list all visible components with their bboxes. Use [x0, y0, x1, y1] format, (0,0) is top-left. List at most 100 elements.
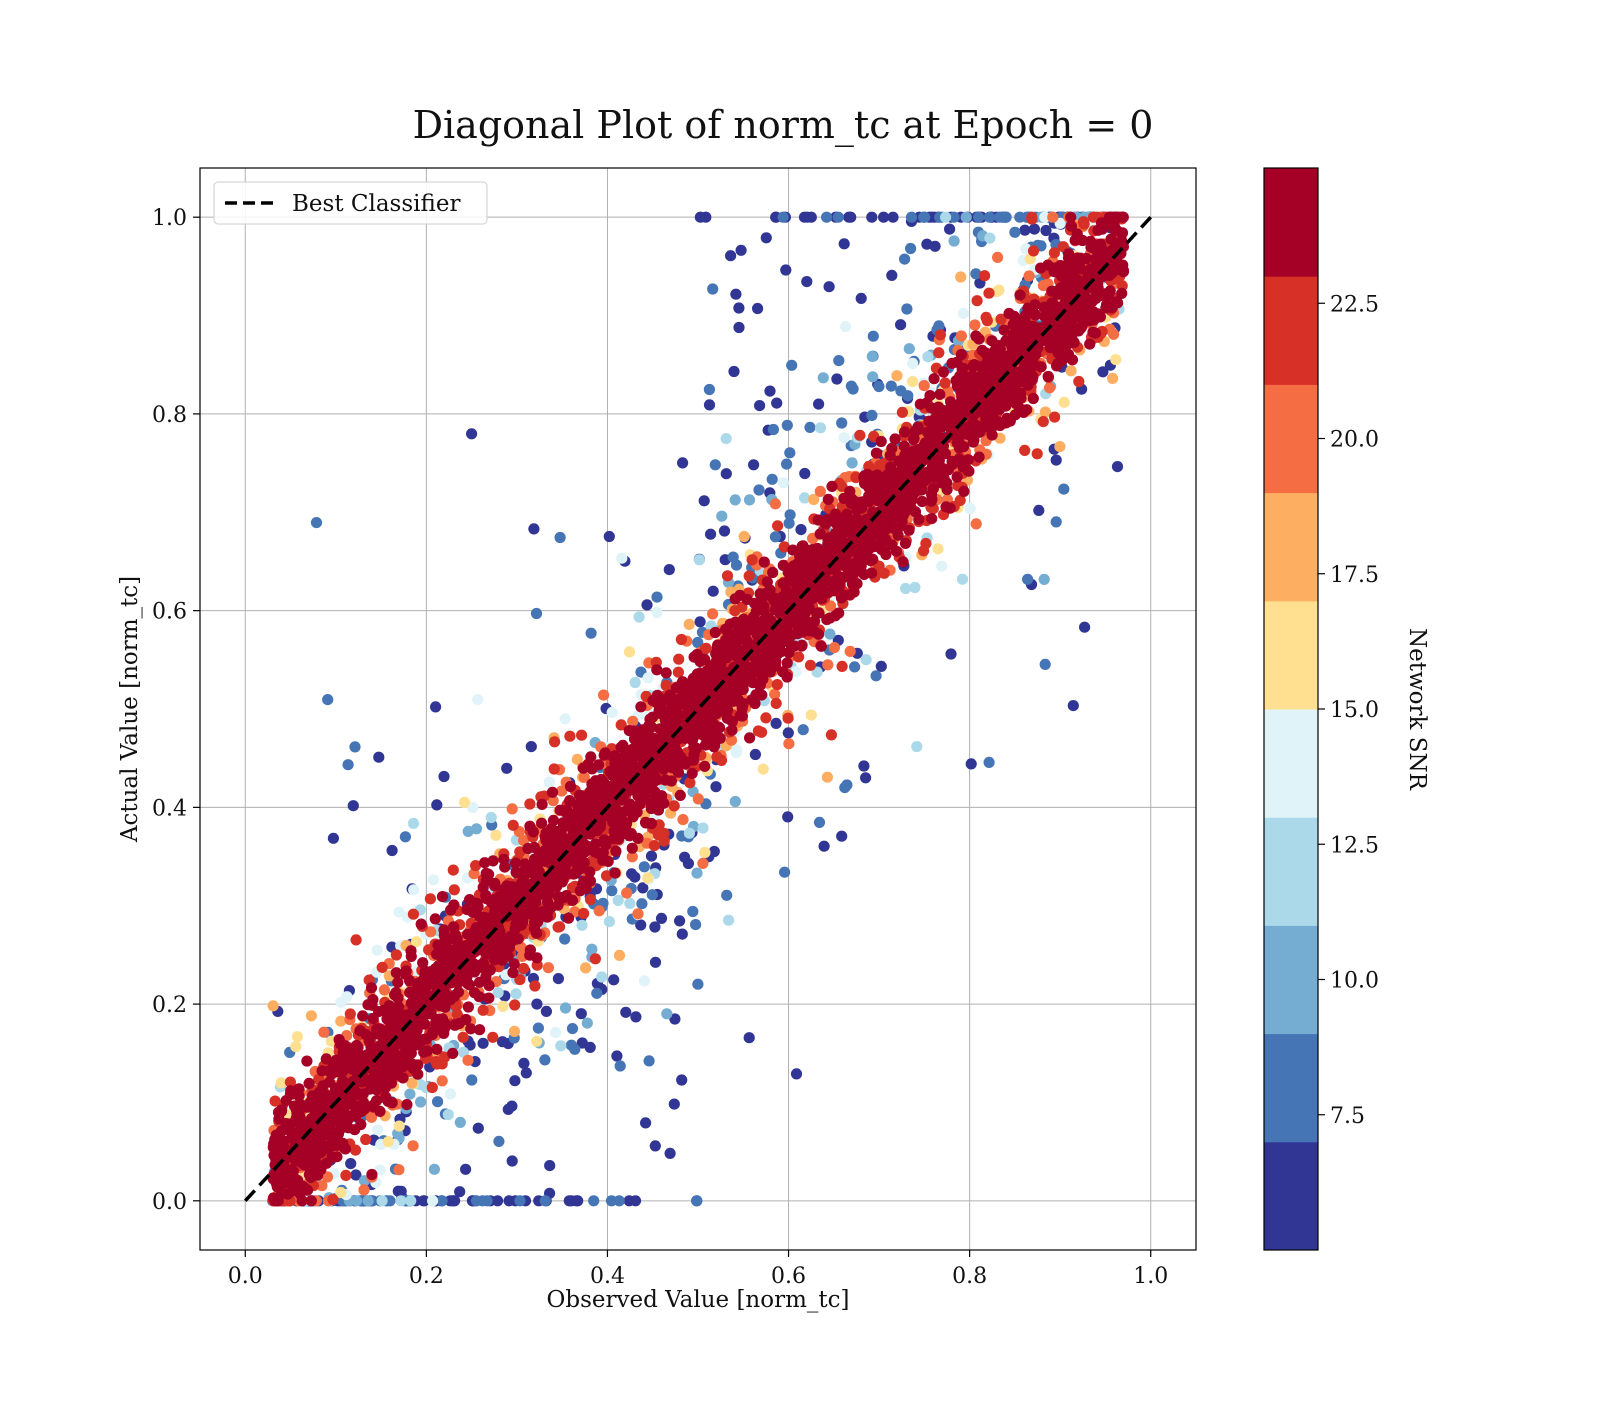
scatter-point [888, 512, 899, 523]
scatter-point [466, 1074, 477, 1085]
scatter-point [695, 616, 706, 627]
scatter-point [657, 728, 668, 739]
scatter-point [754, 400, 765, 411]
scatter-point [509, 1026, 520, 1037]
scatter-point [886, 381, 897, 392]
scatter-point [330, 1055, 341, 1066]
scatter-point [804, 422, 815, 433]
scatter-point [415, 1096, 426, 1107]
scatter-point [697, 858, 708, 869]
scatter-point [1049, 247, 1060, 258]
scatter-point [367, 994, 378, 1005]
scatter-point [818, 372, 829, 383]
scatter-point [372, 1124, 383, 1135]
scatter-point [391, 949, 402, 960]
scatter-point [992, 252, 1003, 263]
scatter-point [907, 376, 918, 387]
scatter-point [1106, 234, 1117, 245]
scatter-point [1081, 253, 1092, 264]
scatter-point [771, 698, 782, 709]
scatter-point [830, 528, 841, 539]
scatter-point [871, 448, 882, 459]
scatter-point [448, 1195, 459, 1206]
scatter-point [1026, 212, 1037, 223]
scatter-point [1058, 484, 1069, 495]
scatter-point [867, 351, 878, 362]
scatter-point [404, 1089, 415, 1100]
scatter-point [904, 343, 915, 354]
scatter-point [826, 729, 837, 740]
scatter-point [430, 913, 441, 924]
scatter-point [858, 760, 869, 771]
scatter-point [845, 646, 856, 657]
scatter-point [721, 890, 732, 901]
scatter-point [926, 513, 937, 524]
scatter-point [949, 235, 960, 246]
scatter-point [343, 759, 354, 770]
scatter-point [1066, 365, 1077, 376]
scatter-point [567, 1023, 578, 1034]
scatter-point [805, 660, 816, 671]
scatter-point [561, 890, 572, 901]
scatter-point [839, 238, 850, 249]
scatter-point [1044, 382, 1055, 393]
scatter-point [932, 543, 943, 554]
scatter-point [304, 1078, 315, 1089]
scatter-point [719, 525, 730, 536]
scatter-point [518, 1058, 529, 1069]
scatter-point [340, 1170, 351, 1181]
scatter-point [664, 564, 675, 575]
scatter-point [539, 1054, 550, 1065]
scatter-point [831, 373, 842, 384]
scatter-point [544, 1160, 555, 1171]
scatter-point [938, 366, 949, 377]
scatter-point [338, 1142, 349, 1153]
scatter-point [731, 747, 742, 758]
scatter-point [730, 494, 741, 505]
scatter-point [272, 1195, 283, 1206]
scatter-point [895, 319, 906, 330]
scatter-point [576, 920, 587, 931]
scatter-point [460, 1164, 471, 1175]
scatter-point [841, 779, 852, 790]
scatter-point [819, 841, 830, 852]
scatter-point [930, 241, 941, 252]
scatter-point [871, 670, 882, 681]
scatter-point [895, 456, 906, 467]
scatter-point [946, 358, 957, 369]
scatter-point [318, 1027, 329, 1038]
scatter-point [521, 1067, 532, 1078]
scatter-point [578, 908, 589, 919]
scatter-point [770, 498, 781, 509]
scatter-point [920, 441, 931, 452]
scatter-point [447, 1048, 458, 1059]
scatter-point [752, 303, 763, 314]
scatter-point [806, 212, 817, 223]
scatter-point [731, 560, 742, 571]
scatter-point [860, 536, 871, 547]
scatter-point [866, 212, 877, 223]
scatter-point [542, 896, 553, 907]
scatter-point [784, 447, 795, 458]
scatter-point [357, 1010, 368, 1021]
scatter-point [984, 233, 995, 244]
scatter-point [940, 377, 951, 388]
scatter-point [349, 741, 360, 752]
scatter-point [486, 812, 497, 823]
scatter-point [918, 212, 929, 223]
scatter-point [427, 1195, 438, 1206]
scatter-point [716, 511, 727, 522]
scatter-point [750, 749, 761, 760]
scatter-point [421, 1033, 432, 1044]
scatter-point [909, 426, 920, 437]
scatter-point [306, 1010, 317, 1021]
scatter-point [529, 980, 540, 991]
scatter-point [289, 1179, 300, 1190]
scatter-point [395, 1195, 406, 1206]
scatter-point [973, 212, 984, 223]
scatter-point [697, 822, 708, 833]
scatter-point [524, 798, 535, 809]
scatter-point [624, 799, 635, 810]
scatter-point [676, 634, 687, 645]
